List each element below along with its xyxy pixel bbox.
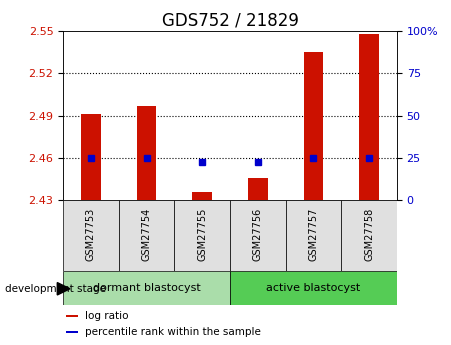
FancyBboxPatch shape <box>230 271 397 305</box>
FancyBboxPatch shape <box>63 271 230 305</box>
Bar <box>66 315 78 317</box>
FancyBboxPatch shape <box>175 200 230 271</box>
Polygon shape <box>57 283 70 295</box>
Text: active blastocyst: active blastocyst <box>267 283 360 293</box>
Text: development stage: development stage <box>5 284 106 294</box>
FancyBboxPatch shape <box>341 200 397 271</box>
Bar <box>137 106 156 200</box>
Text: GSM27758: GSM27758 <box>364 207 374 261</box>
Bar <box>248 178 267 200</box>
Title: GDS752 / 21829: GDS752 / 21829 <box>161 11 299 29</box>
Text: GSM27755: GSM27755 <box>197 207 207 261</box>
Text: GSM27754: GSM27754 <box>142 207 152 261</box>
Text: percentile rank within the sample: percentile rank within the sample <box>85 327 261 337</box>
Text: GSM27753: GSM27753 <box>86 207 96 261</box>
Text: GSM27756: GSM27756 <box>253 207 263 261</box>
Bar <box>193 192 212 200</box>
FancyBboxPatch shape <box>119 200 175 271</box>
FancyBboxPatch shape <box>285 200 341 271</box>
Text: dormant blastocyst: dormant blastocyst <box>93 283 200 293</box>
Bar <box>66 331 78 333</box>
FancyBboxPatch shape <box>230 200 285 271</box>
FancyBboxPatch shape <box>63 200 119 271</box>
Bar <box>359 34 379 200</box>
Bar <box>81 114 101 200</box>
Text: log ratio: log ratio <box>85 311 129 321</box>
Bar <box>304 52 323 200</box>
Text: GSM27757: GSM27757 <box>308 207 318 261</box>
